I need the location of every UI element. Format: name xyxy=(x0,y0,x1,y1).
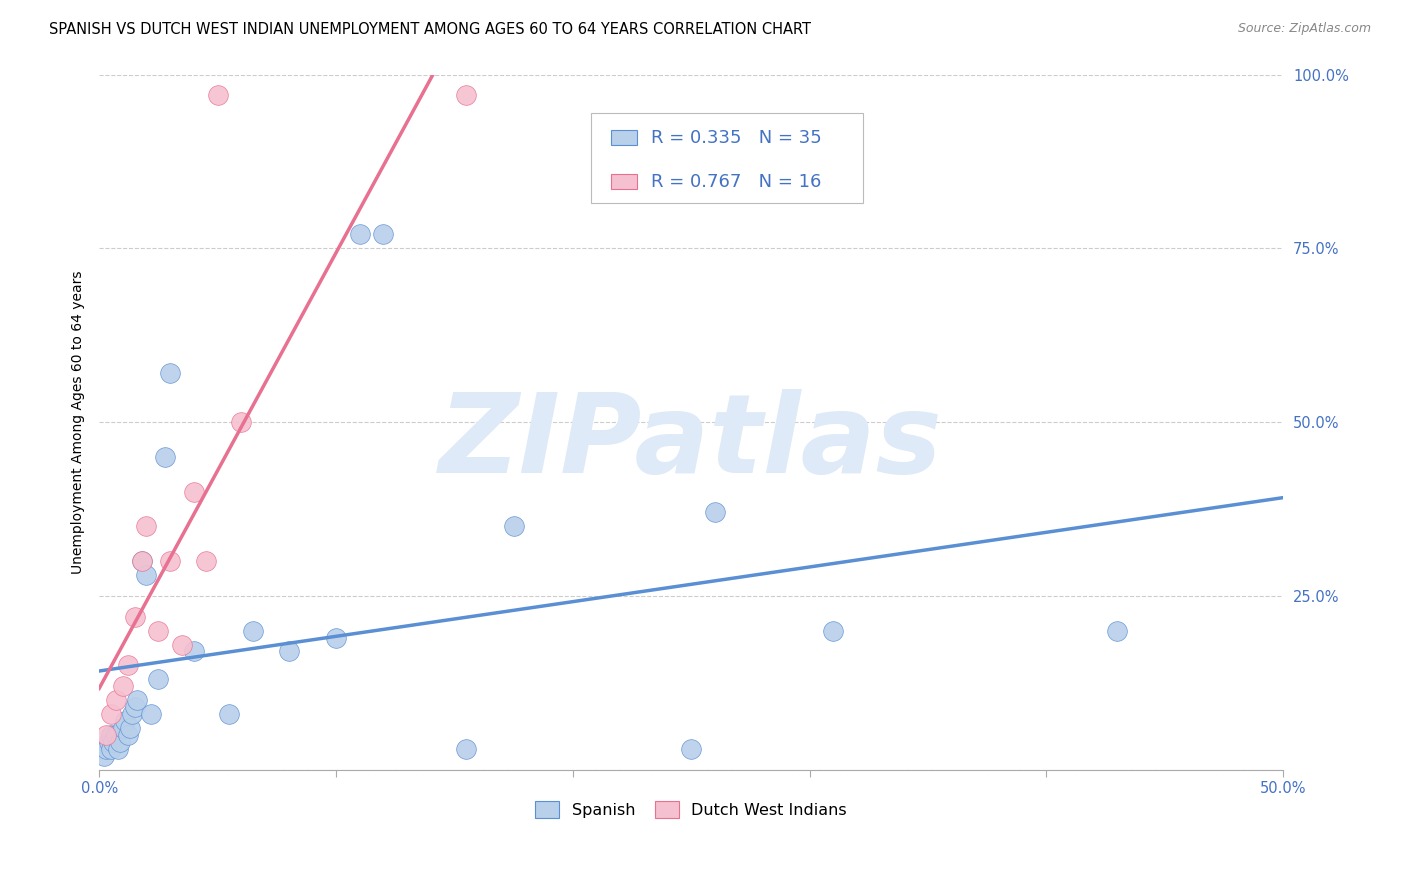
Point xyxy=(194,554,217,568)
Point xyxy=(117,728,139,742)
Legend: Spanish, Dutch West Indians: Spanish, Dutch West Indians xyxy=(529,795,853,824)
Point xyxy=(159,554,181,568)
Y-axis label: Unemployment Among Ages 60 to 64 years: Unemployment Among Ages 60 to 64 years xyxy=(72,270,86,574)
Point xyxy=(1107,624,1129,638)
Point xyxy=(124,700,146,714)
Point xyxy=(135,568,157,582)
Point xyxy=(148,673,170,687)
Point xyxy=(96,741,118,756)
Point xyxy=(373,227,395,242)
Point xyxy=(118,721,141,735)
Point xyxy=(117,658,139,673)
Point xyxy=(502,519,524,533)
Point xyxy=(231,415,253,429)
Text: SPANISH VS DUTCH WEST INDIAN UNEMPLOYMENT AMONG AGES 60 TO 64 YEARS CORRELATION : SPANISH VS DUTCH WEST INDIAN UNEMPLOYMEN… xyxy=(49,22,811,37)
Point xyxy=(242,624,264,638)
Text: ZIPatlas: ZIPatlas xyxy=(439,390,943,497)
Point xyxy=(100,741,122,756)
Point xyxy=(93,748,115,763)
Point xyxy=(349,227,371,242)
Point xyxy=(703,505,725,519)
FancyBboxPatch shape xyxy=(610,130,637,145)
Point xyxy=(823,624,845,638)
FancyBboxPatch shape xyxy=(591,112,863,203)
Point xyxy=(159,367,181,381)
Point xyxy=(103,735,125,749)
Point xyxy=(104,693,127,707)
Text: Source: ZipAtlas.com: Source: ZipAtlas.com xyxy=(1237,22,1371,36)
Point xyxy=(111,679,134,693)
Point xyxy=(218,706,240,721)
Point xyxy=(681,741,703,756)
Point xyxy=(104,728,127,742)
Point xyxy=(207,88,229,103)
Point xyxy=(456,741,478,756)
FancyBboxPatch shape xyxy=(610,174,637,189)
Point xyxy=(141,706,163,721)
Point xyxy=(110,735,132,749)
Point xyxy=(148,624,170,638)
Point xyxy=(131,554,153,568)
Point xyxy=(277,644,299,658)
Point xyxy=(111,721,134,735)
Text: R = 0.767   N = 16: R = 0.767 N = 16 xyxy=(651,172,821,191)
Point xyxy=(96,728,118,742)
Point xyxy=(135,519,157,533)
Point xyxy=(456,88,478,103)
Point xyxy=(131,554,153,568)
Point xyxy=(114,714,136,728)
Point xyxy=(170,638,193,652)
Point xyxy=(325,631,347,645)
Point xyxy=(107,741,129,756)
Point xyxy=(183,644,205,658)
Point xyxy=(121,706,143,721)
Point xyxy=(183,484,205,499)
Point xyxy=(100,728,122,742)
Point xyxy=(100,706,122,721)
Point xyxy=(124,609,146,624)
Point xyxy=(155,450,177,464)
Point xyxy=(125,693,148,707)
Point xyxy=(97,735,120,749)
Text: R = 0.335   N = 35: R = 0.335 N = 35 xyxy=(651,128,821,147)
